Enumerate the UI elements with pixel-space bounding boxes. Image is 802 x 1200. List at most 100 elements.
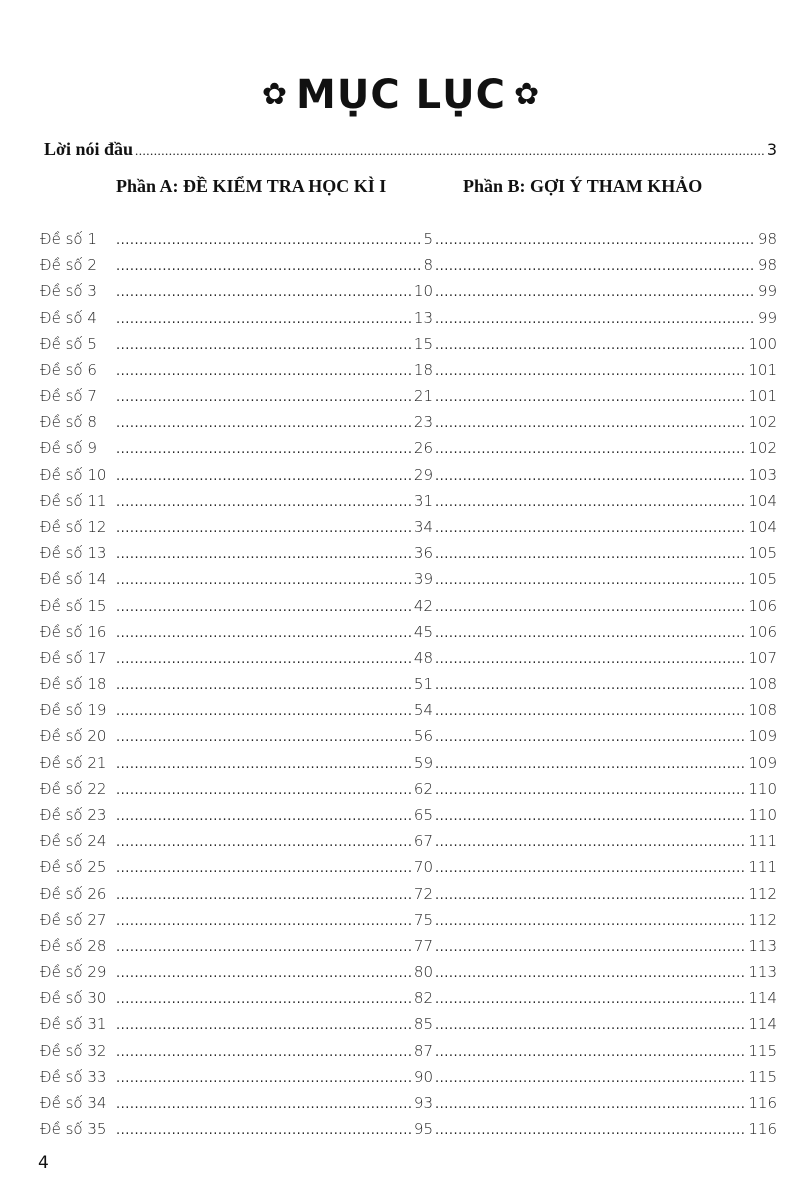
dot-leader — [435, 730, 746, 745]
toc-entry[interactable]: Đề số 28 77 113 — [40, 937, 777, 961]
toc-entry[interactable]: Đề số 32 87 115 — [40, 1042, 777, 1066]
dot-leader — [116, 547, 412, 562]
toc-entry-label: Đề số 22 — [40, 779, 107, 798]
toc-entry[interactable]: Đề số 6 18 101 — [40, 361, 777, 385]
toc-entry[interactable]: Đề số 17 48 107 — [40, 649, 777, 673]
toc-entry[interactable]: Đề số 3 10 99 — [40, 282, 777, 306]
toc-entry[interactable]: Đề số 16 45 106 — [40, 623, 777, 647]
part-a-column: Đề số 8 23 — [40, 413, 433, 431]
dot-leader — [435, 259, 756, 274]
part-a-page: 42 — [413, 596, 433, 615]
toc-entry[interactable]: Đề số 20 56 109 — [40, 727, 777, 751]
toc-entry-label: Đề số 14 — [40, 570, 107, 589]
toc-entry-label: Đề số 19 — [40, 701, 107, 720]
part-b-page: 113 — [748, 936, 777, 955]
toc-entry[interactable]: Đề số 9 26 102 — [40, 439, 777, 463]
part-a-page: 59 — [413, 753, 433, 772]
dot-leader — [116, 495, 412, 510]
dot-leader — [435, 835, 746, 850]
toc-entry[interactable]: Đề số 30 82 114 — [40, 989, 777, 1013]
part-a-column: Đề số 25 70 — [40, 858, 433, 876]
part-b-page: 105 — [748, 570, 777, 589]
dot-leader — [435, 547, 746, 562]
toc-entry[interactable]: Đề số 5 15 100 — [40, 335, 777, 359]
toc-entry[interactable]: Đề số 4 13 99 — [40, 309, 777, 333]
dot-leader — [116, 1123, 412, 1138]
toc-entry[interactable]: Đề số 26 72 112 — [40, 885, 777, 909]
part-a-column: Đề số 22 62 — [40, 780, 433, 798]
dot-leader — [116, 364, 412, 379]
toc-entry-label: Đề số 26 — [40, 884, 107, 903]
part-b-page: 100 — [748, 334, 777, 353]
part-b-page: 110 — [748, 779, 777, 798]
toc-entry[interactable]: Đề số 12 34 104 — [40, 518, 777, 542]
toc-entry-label: Đề số 7 — [40, 387, 97, 406]
toc-entry-label: Đề số 25 — [40, 858, 107, 877]
toc-entry[interactable]: Đề số 18 51 108 — [40, 675, 777, 699]
dot-leader — [435, 364, 746, 379]
toc-entry[interactable]: Đề số 19 54 108 — [40, 701, 777, 725]
toc-entry[interactable]: Đề số 35 95 116 — [40, 1120, 777, 1144]
toc-entry[interactable]: Đề số 29 80 113 — [40, 963, 777, 987]
part-a-page: 13 — [413, 308, 433, 327]
toc-entry-label: Đề số 31 — [40, 1015, 107, 1034]
dot-leader — [435, 573, 746, 588]
part-a-column: Đề số 23 65 — [40, 806, 433, 824]
toc-entry-label: Đề số 33 — [40, 1067, 107, 1086]
toc-entry[interactable]: Đề số 2 8 98 — [40, 256, 777, 280]
toc-entry[interactable]: Đề số 15 42 106 — [40, 597, 777, 621]
toc-entry[interactable]: Đề số 23 65 110 — [40, 806, 777, 830]
part-a-column: Đề số 14 39 — [40, 570, 433, 588]
toc-entry[interactable]: Đề số 22 62 110 — [40, 780, 777, 804]
toc-entry-label: Đề số 1 — [40, 230, 97, 248]
toc-entry[interactable]: Đề số 25 70 111 — [40, 858, 777, 882]
dot-leader — [435, 888, 746, 903]
dot-leader — [116, 914, 412, 929]
part-a-page: 15 — [413, 334, 433, 353]
toc-entry[interactable]: Đề số 1 5 98 — [40, 230, 777, 254]
section-heading-b: Phần B: GỢI Ý THAM KHẢO — [463, 176, 703, 196]
part-b-page: 111 — [748, 832, 777, 851]
toc-entry[interactable]: Đề số 13 36 105 — [40, 544, 777, 568]
toc-entry[interactable]: Đề số 10 29 103 — [40, 466, 777, 490]
toc-entry[interactable]: Đề số 24 67 111 — [40, 832, 777, 856]
part-a-column: Đề số 1 5 — [40, 230, 433, 248]
dot-leader — [435, 495, 746, 510]
dot-leader — [116, 469, 412, 484]
part-a-page: 87 — [413, 1041, 433, 1060]
section-heading-a: Phần A: ĐỀ KIỂM TRA HỌC KÌ I — [116, 176, 387, 196]
part-b-column: 111 — [433, 858, 777, 876]
part-b-page: 112 — [748, 884, 777, 903]
part-b-column: 115 — [433, 1068, 777, 1086]
toc-entry[interactable]: Đề số 31 85 114 — [40, 1015, 777, 1039]
dot-leader — [435, 652, 746, 667]
dot-leader — [435, 1123, 746, 1138]
dot-leader — [435, 416, 746, 431]
dot-leader — [435, 626, 746, 641]
dot-leader — [435, 521, 746, 536]
part-a-page: 65 — [413, 805, 433, 824]
toc-entry[interactable]: Đề số 7 21 101 — [40, 387, 777, 411]
part-b-page: 104 — [748, 491, 777, 510]
toc-entry[interactable]: Đề số 33 90 115 — [40, 1068, 777, 1092]
toc-entry-label: Đề số 15 — [40, 596, 107, 615]
title-text: MỤC LỤC — [296, 72, 506, 118]
toc-entry-intro[interactable]: Lời nói đầu 3 — [44, 139, 777, 160]
toc-entry[interactable]: Đề số 11 31 104 — [40, 492, 777, 516]
dot-leader — [116, 416, 412, 431]
toc-entry[interactable]: Đề số 21 59 109 — [40, 754, 777, 778]
toc-entry[interactable]: Đề số 14 39 105 — [40, 570, 777, 594]
dot-leader — [116, 1018, 412, 1033]
dot-leader — [435, 233, 756, 248]
toc-entry[interactable]: Đề số 27 75 112 — [40, 911, 777, 935]
part-a-column: Đề số 15 42 — [40, 597, 433, 615]
toc-entry[interactable]: Đề số 8 23 102 — [40, 413, 777, 437]
toc-entry-label: Đề số 24 — [40, 832, 107, 851]
toc-entry-page: 3 — [766, 140, 777, 159]
part-a-column: Đề số 3 10 — [40, 282, 433, 300]
toc-entry[interactable]: Đề số 34 93 116 — [40, 1094, 777, 1118]
toc-entry-label: Đề số 5 — [40, 334, 97, 353]
dot-leader — [116, 390, 412, 405]
dot-leader — [116, 1071, 412, 1086]
dot-leader — [116, 888, 412, 903]
